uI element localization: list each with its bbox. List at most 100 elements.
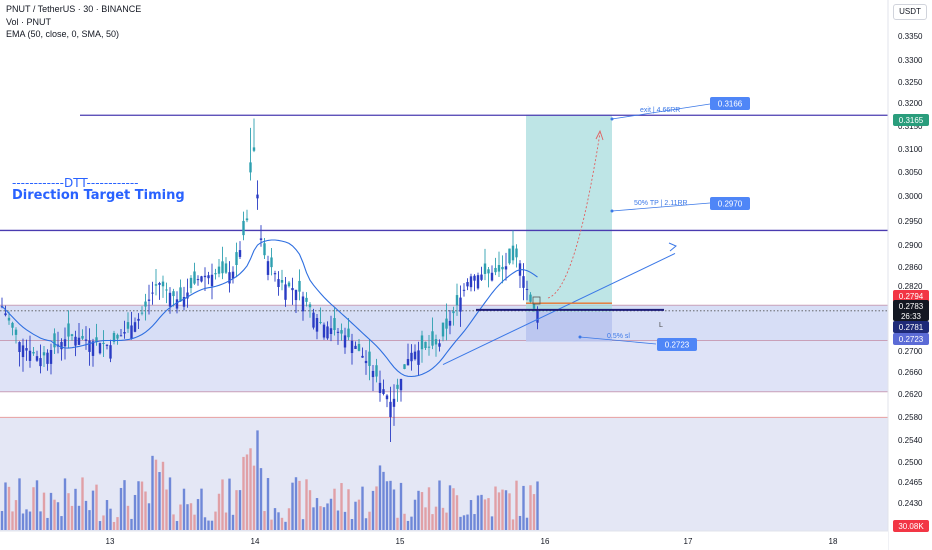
- candle-body: [161, 281, 165, 287]
- candle-body: [84, 339, 88, 341]
- volume-bar: [427, 487, 431, 530]
- candle: [210, 263, 214, 300]
- candle-body: [382, 389, 385, 394]
- volume-bar: [522, 485, 525, 530]
- candle-body: [350, 340, 354, 354]
- price-tick-label: 0.2430: [898, 499, 923, 508]
- candle-body: [196, 279, 200, 281]
- stop-price-tag-bg: [893, 333, 929, 345]
- candle-body: [224, 263, 228, 273]
- candle-body: [123, 332, 126, 334]
- candle: [147, 284, 151, 315]
- volume-bar: [529, 485, 532, 530]
- candle-body: [119, 335, 123, 337]
- volume-bar: [81, 477, 84, 530]
- volume-bar: [490, 516, 494, 530]
- volume-bar: [441, 507, 445, 530]
- time-tick-label: 18: [829, 537, 838, 546]
- last-price-box: [893, 300, 929, 321]
- candle-body: [392, 398, 396, 407]
- volume-indicator-label[interactable]: Vol · PNUT: [6, 17, 52, 27]
- price-tick-label: 0.3200: [898, 99, 923, 108]
- candle-body: [308, 304, 312, 308]
- candle-body: [413, 351, 417, 360]
- volume-bar: [88, 510, 91, 530]
- volume-bar: [119, 487, 123, 530]
- volume-bar: [501, 489, 504, 530]
- volume-bar: [308, 490, 312, 530]
- candle-body: [326, 326, 329, 339]
- candle-body: [333, 318, 336, 331]
- candle-body: [315, 318, 319, 332]
- candle: [448, 310, 452, 335]
- volume-bar: [476, 495, 480, 530]
- candle: [441, 322, 445, 342]
- candle-body: [228, 272, 231, 284]
- candle-body: [375, 365, 378, 377]
- candle: [371, 365, 375, 391]
- candle-body: [438, 343, 441, 347]
- symbol-title[interactable]: PNUT / TetherUS · 30 · BINANCE: [6, 4, 142, 14]
- volume-bar: [326, 503, 329, 530]
- candle-body: [63, 339, 67, 347]
- candle: [525, 280, 529, 301]
- volume-bar: [511, 519, 515, 530]
- entry-price-tag-text: 0.2781: [899, 323, 924, 332]
- volume-bar: [385, 481, 389, 530]
- volume-bar: [294, 477, 298, 530]
- volume-bar: [462, 515, 466, 530]
- volume-bar: [315, 498, 319, 530]
- candle: [417, 341, 420, 376]
- candle: [294, 289, 298, 313]
- candle: [200, 275, 203, 283]
- entry-marker-letter: L: [659, 322, 663, 329]
- candle-body: [305, 297, 308, 302]
- volume-bar: [98, 521, 102, 530]
- candle: [203, 267, 207, 291]
- price-tick-label: 0.2580: [898, 413, 923, 422]
- volume-bar: [21, 513, 25, 530]
- ema-indicator-label[interactable]: EMA (50, close, 0, SMA, 50): [6, 29, 120, 39]
- candle-body: [53, 333, 56, 348]
- candle-body: [186, 292, 189, 299]
- lower-zone: [0, 340, 888, 392]
- candle-body: [168, 292, 172, 307]
- stop-price-tag-text: 0.2723: [899, 335, 924, 344]
- candle: [214, 268, 217, 280]
- candle-body: [480, 274, 483, 280]
- candle-body: [483, 263, 487, 274]
- sl-dot: [578, 335, 582, 339]
- candle: [28, 335, 32, 368]
- currency-button[interactable]: USDT: [893, 4, 927, 20]
- candle-body: [70, 334, 74, 336]
- tp-leader: [611, 202, 711, 212]
- candle: [431, 317, 434, 350]
- candle-body: [259, 238, 263, 240]
- price-tick-label: 0.2660: [898, 368, 923, 377]
- trendline-arrow: [668, 242, 677, 252]
- candle-body: [466, 282, 469, 287]
- volume-bar: [256, 430, 259, 530]
- volume-bar: [95, 484, 98, 530]
- price-tick-label: 0.3300: [898, 56, 923, 65]
- volume-bar: [235, 490, 238, 530]
- volume-bar: [210, 520, 214, 530]
- time-tick-label: 13: [106, 537, 115, 546]
- candle-body: [165, 289, 168, 291]
- candle-body: [319, 322, 322, 324]
- time-tick-label: 17: [684, 537, 693, 546]
- candle: [508, 248, 511, 265]
- upper-zone-tag-bg: [893, 290, 929, 302]
- candle: [340, 323, 343, 341]
- time-tick-label: 14: [251, 537, 260, 546]
- volume-bar: [105, 500, 109, 530]
- volume-bar: [273, 508, 277, 530]
- candle: [67, 310, 70, 349]
- entry-square: [532, 296, 541, 305]
- volume-bar: [35, 480, 39, 530]
- price-tick-label: 0.3150: [898, 122, 923, 131]
- candle: [501, 255, 504, 284]
- candle-body: [74, 336, 77, 346]
- candle-body: [508, 248, 511, 264]
